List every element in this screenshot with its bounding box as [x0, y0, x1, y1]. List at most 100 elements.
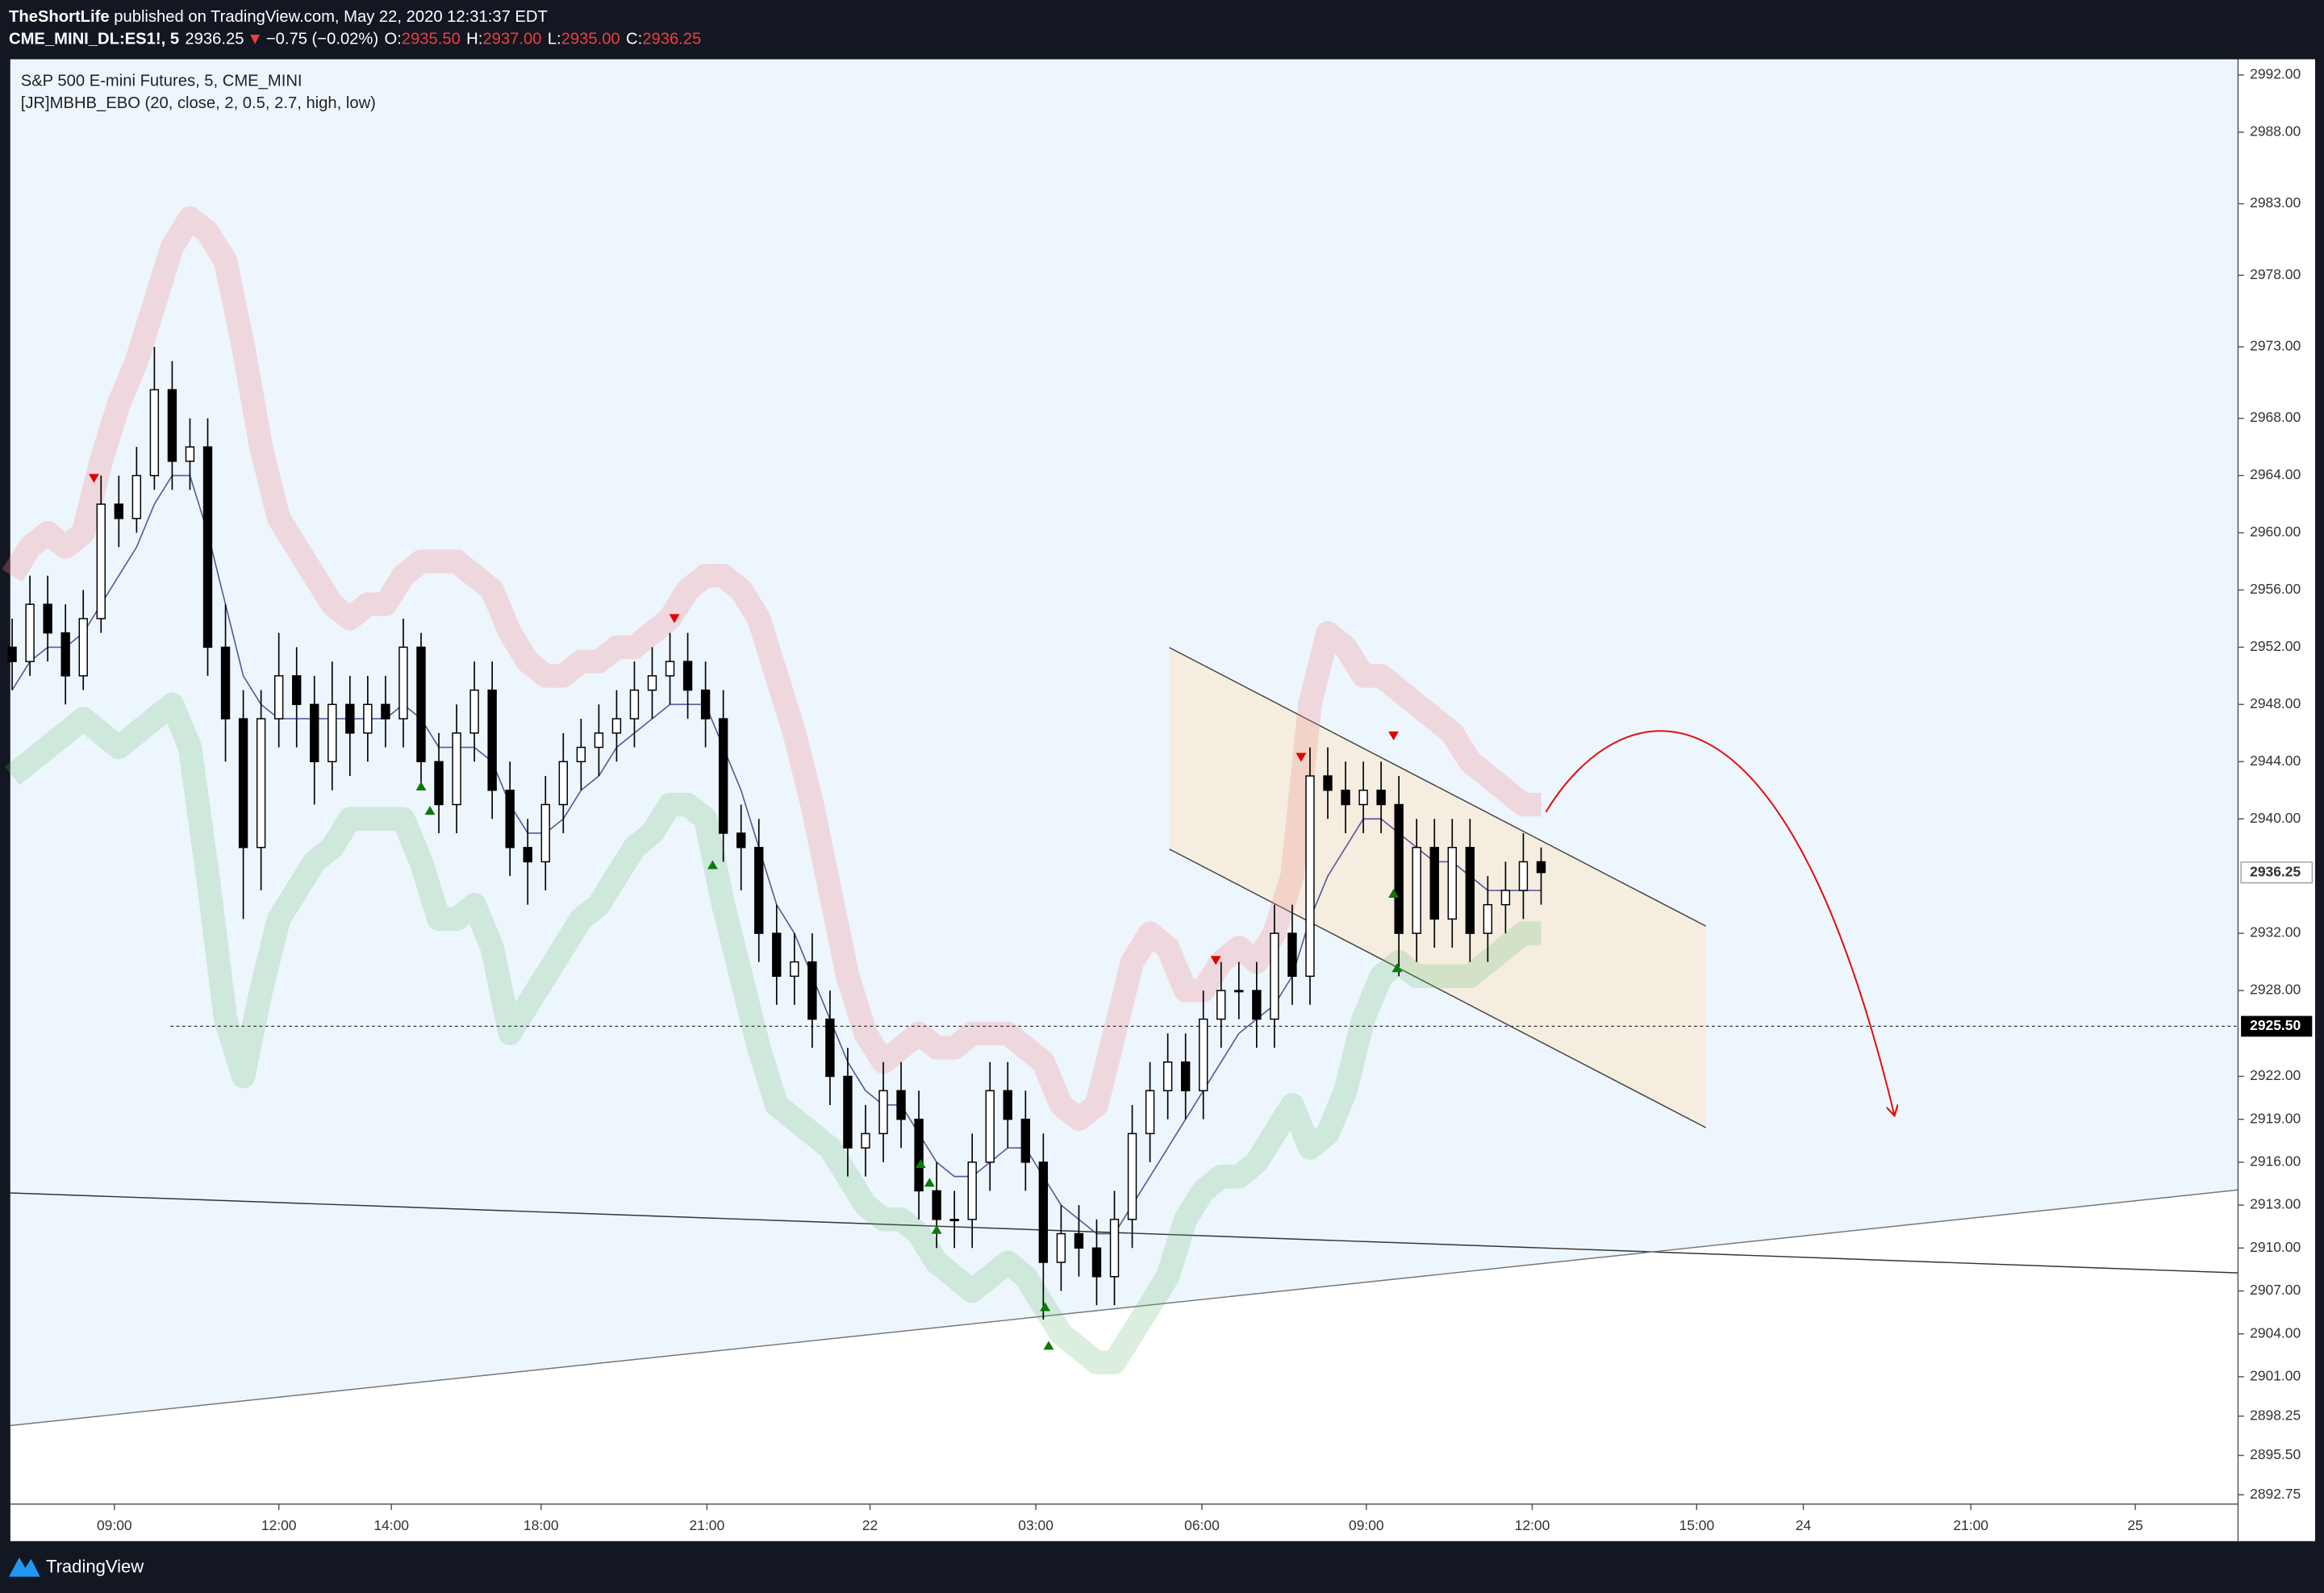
indicator-legend: [JR]MBHB_EBO (20, close, 2, 0.5, 2.7, hi… — [21, 94, 376, 112]
candle-body — [1020, 1118, 1031, 1163]
x-tick-label: 14:00 — [373, 1517, 409, 1533]
candle-body — [647, 675, 657, 691]
sell-signal — [1296, 753, 1307, 762]
candle-body — [790, 961, 799, 978]
candle-body — [1394, 803, 1404, 934]
y-tick-label: 2928.00 — [2250, 982, 2301, 998]
ohlc-value: 2935.50 — [402, 31, 461, 48]
candle-body — [1518, 861, 1529, 891]
candle-body — [1091, 1247, 1102, 1278]
candle-body — [807, 961, 817, 1020]
x-tick-label: 15:00 — [1679, 1517, 1715, 1533]
candle-body — [114, 503, 123, 519]
ohlc-key: O: — [384, 31, 401, 48]
buy-signal — [415, 781, 427, 790]
last-price-box — [2240, 861, 2313, 884]
candle-body — [700, 689, 711, 719]
candle-body — [1341, 790, 1350, 806]
buy-signal — [1040, 1302, 1051, 1312]
y-tick-label: 2968.00 — [2250, 409, 2301, 425]
channel-line — [1169, 849, 1707, 1128]
candle-body — [220, 646, 231, 719]
ohlc-key: L: — [548, 31, 561, 48]
candle-body — [825, 1018, 835, 1078]
candle-body — [25, 603, 35, 662]
candle-body — [1252, 990, 1262, 1020]
candle-body — [1074, 1232, 1084, 1249]
candle-body — [576, 746, 586, 763]
candle-body — [7, 646, 17, 662]
x-tick-label: 21:00 — [690, 1517, 725, 1533]
candle-body — [381, 703, 390, 719]
y-tick-label: 2944.00 — [2250, 753, 2301, 769]
buy-signal — [915, 1159, 926, 1169]
candle-body — [78, 618, 88, 677]
sell-signal — [1210, 956, 1221, 965]
y-tick-label: 2913.00 — [2250, 1196, 2301, 1212]
ohlc-value: 2937.00 — [482, 31, 541, 48]
candle-body — [149, 389, 160, 477]
channel-line — [1169, 647, 1707, 927]
candle-body — [861, 1132, 870, 1149]
plot-area — [2, 206, 2238, 1374]
buy-signal — [924, 1178, 935, 1187]
candle-body — [540, 803, 550, 863]
candle-body — [238, 718, 248, 849]
buy-signal — [931, 1224, 942, 1234]
y-tick-label: 2988.00 — [2250, 123, 2301, 140]
y-tick-label: 2964.00 — [2250, 466, 2301, 482]
candle-body — [682, 661, 693, 691]
y-tick-label: 2922.00 — [2250, 1067, 2301, 1083]
candle-body — [292, 675, 302, 706]
candle-body — [1358, 790, 1368, 806]
candle-body — [434, 761, 444, 806]
y-tick-label: 2892.75 — [2250, 1486, 2301, 1502]
x-tick-label: 12:00 — [1515, 1517, 1550, 1533]
price: 2936.25 — [185, 31, 244, 48]
author: TheShortLife — [9, 8, 110, 26]
candle-body — [416, 646, 426, 763]
candle-body — [328, 703, 337, 763]
candle-body — [60, 632, 70, 677]
candle-body — [1465, 846, 1475, 934]
candle-body — [718, 718, 728, 834]
x-tick-label: 24 — [1796, 1517, 1812, 1533]
candle-body — [629, 689, 640, 719]
candle-body — [1199, 1018, 1208, 1091]
candle-body — [256, 718, 266, 849]
candle-body — [1536, 861, 1546, 874]
x-tick-label: 18:00 — [524, 1517, 559, 1533]
candle-body — [896, 1090, 906, 1120]
candle-body — [1500, 890, 1511, 906]
candle-body — [1305, 775, 1315, 978]
buy-signal — [707, 860, 718, 869]
x-tick-label: 03:00 — [1018, 1517, 1054, 1533]
candle-body — [43, 603, 52, 634]
candle-body — [1447, 846, 1457, 920]
y-tick-label: 2895.50 — [2250, 1446, 2301, 1462]
buy-signal — [424, 806, 436, 815]
x-tick-label: 06:00 — [1184, 1517, 1220, 1533]
trend-line — [10, 1192, 2238, 1274]
y-tick-label: 2916.00 — [2250, 1153, 2301, 1170]
price-line-label: 2925.50 — [2250, 1017, 2301, 1033]
y-tick-label: 2919.00 — [2250, 1110, 2301, 1126]
chart-title: S&P 500 E-mini Futures, 5, CME_MINI — [21, 72, 302, 90]
y-tick-label: 2983.00 — [2250, 194, 2301, 211]
y-tick-label: 2910.00 — [2250, 1239, 2301, 1255]
candle-body — [558, 761, 568, 806]
candle-body — [1234, 990, 1244, 993]
published: published on TradingView.com, May 22, 20… — [110, 8, 548, 26]
candle-body — [914, 1118, 924, 1192]
candle-body — [594, 732, 604, 749]
candle-body — [273, 675, 284, 719]
publish-line: TheShortLife published on TradingView.co… — [9, 8, 548, 26]
candle-body — [1038, 1161, 1049, 1263]
candle-body — [131, 474, 142, 519]
candle-body — [878, 1090, 888, 1135]
change: −0.75 (−0.02%) — [266, 31, 378, 48]
y-tick-label: 2940.00 — [2250, 810, 2301, 826]
candle-body — [1376, 790, 1386, 806]
